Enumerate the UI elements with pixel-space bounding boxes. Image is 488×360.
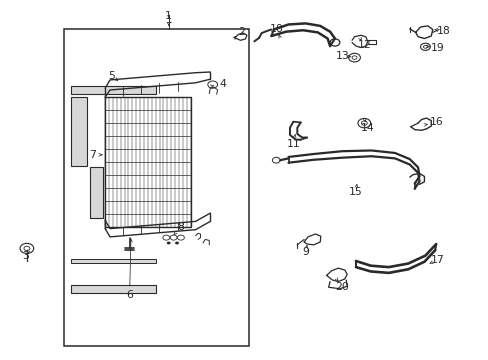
Text: 16: 16 xyxy=(428,117,442,127)
Text: 13: 13 xyxy=(335,51,348,61)
Text: 19: 19 xyxy=(430,42,444,53)
Text: 6: 6 xyxy=(126,290,133,300)
Bar xyxy=(71,259,156,263)
Text: 18: 18 xyxy=(436,26,450,36)
Circle shape xyxy=(175,242,179,244)
Text: 11: 11 xyxy=(286,139,300,149)
Bar xyxy=(71,97,86,166)
Bar xyxy=(71,285,156,293)
Bar xyxy=(105,97,190,227)
Text: 12: 12 xyxy=(357,40,370,50)
Bar xyxy=(90,167,102,218)
Text: 8: 8 xyxy=(177,222,184,232)
Bar xyxy=(63,29,249,346)
Text: 2: 2 xyxy=(238,27,244,37)
Circle shape xyxy=(166,242,170,244)
Text: 5: 5 xyxy=(108,71,115,81)
Text: 17: 17 xyxy=(430,255,444,265)
Bar xyxy=(71,86,156,94)
Text: 1: 1 xyxy=(165,15,172,25)
Text: 20: 20 xyxy=(335,282,348,292)
Text: 10: 10 xyxy=(269,24,283,34)
Text: 4: 4 xyxy=(219,79,225,89)
Text: 7: 7 xyxy=(89,150,96,160)
Text: 14: 14 xyxy=(360,123,374,133)
Text: 3: 3 xyxy=(22,251,29,261)
Text: 1: 1 xyxy=(165,11,172,21)
Text: 9: 9 xyxy=(302,247,308,257)
Text: 15: 15 xyxy=(348,186,362,197)
